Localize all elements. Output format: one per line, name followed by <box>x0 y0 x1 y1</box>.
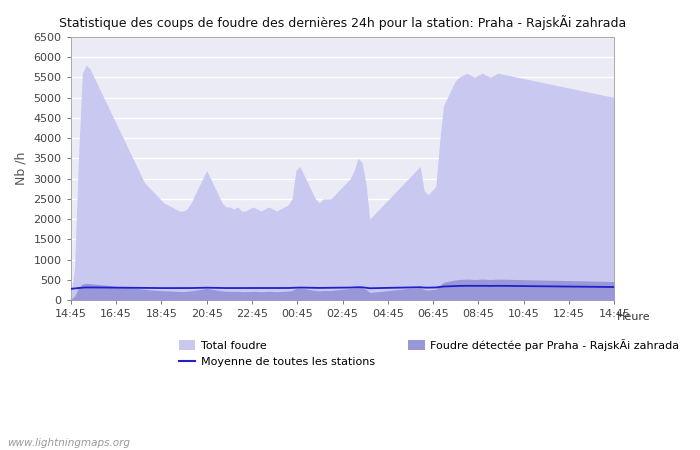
Text: Heure: Heure <box>617 312 651 322</box>
Legend: Total foudre, Moyenne de toutes les stations, Foudre détectée par Praha - RajskÃ: Total foudre, Moyenne de toutes les stat… <box>174 335 684 372</box>
Text: www.lightningmaps.org: www.lightningmaps.org <box>7 438 130 448</box>
Y-axis label: Nb /h: Nb /h <box>15 152 28 185</box>
Title: Statistique des coups de foudre des dernières 24h pour la station: Praha - Rajsk: Statistique des coups de foudre des dern… <box>59 15 626 30</box>
